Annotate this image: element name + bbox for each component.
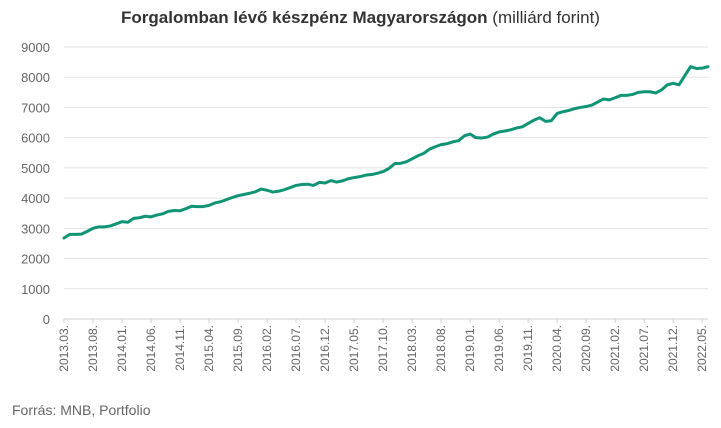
- source-note: Forrás: MNB, Portfolio: [12, 402, 151, 418]
- x-tick-label: 2018.08.: [434, 325, 448, 372]
- y-tick-label: 6000: [21, 131, 50, 146]
- x-tick-label: 2019.11.: [521, 325, 535, 371]
- y-tick-label: 3000: [21, 221, 50, 236]
- y-tick-label: 4000: [21, 191, 50, 206]
- x-tick-label: 2021.02.: [608, 325, 622, 372]
- x-tick-label: 2021.07.: [637, 325, 651, 372]
- y-tick-label: 7000: [21, 100, 50, 115]
- x-tick-label: 2014.06.: [144, 325, 158, 372]
- y-tick-label: 0: [43, 312, 50, 327]
- x-tick-label: 2019.01.: [463, 325, 477, 372]
- x-tick-label: 2013.08.: [86, 325, 100, 372]
- x-tick-label: 2014.01.: [115, 325, 129, 372]
- y-tick-label: 1000: [21, 282, 50, 297]
- y-tick-label: 8000: [21, 70, 50, 85]
- x-tick-label: 2016.07.: [289, 325, 303, 372]
- x-tick-label: 2016.12.: [318, 325, 332, 372]
- x-tick-label: 2020.09.: [579, 325, 593, 372]
- x-tick-label: 2014.11.: [173, 325, 187, 371]
- x-tick-label: 2015.04.: [202, 325, 216, 372]
- x-tick-label: 2015.09.: [231, 325, 245, 372]
- y-tick-label: 5000: [21, 161, 50, 176]
- x-tick-label: 2016.02.: [260, 325, 274, 372]
- x-tick-label: 2022.05.: [695, 325, 709, 372]
- chart-title-main: Forgalomban lévő készpénz Magyarországon: [121, 8, 488, 27]
- series-line: [62, 65, 710, 240]
- x-tick-label: 2021.12.: [666, 325, 680, 372]
- y-tick-label: 9000: [21, 40, 50, 55]
- x-tick-label: 2020.04.: [550, 325, 564, 372]
- x-tick-label: 2018.03.: [405, 325, 419, 372]
- x-tick-label: 2017.05.: [347, 325, 361, 372]
- x-tick-label: 2019.06.: [492, 325, 506, 372]
- x-tick-label: 2013.03.: [57, 325, 71, 372]
- chart-title-unit: (milliárd forint): [492, 8, 600, 27]
- x-tick-label: 2017.10.: [376, 325, 390, 372]
- chart-title: Forgalomban lévő készpénz Magyarországon…: [0, 8, 721, 28]
- y-tick-label: 2000: [21, 252, 50, 267]
